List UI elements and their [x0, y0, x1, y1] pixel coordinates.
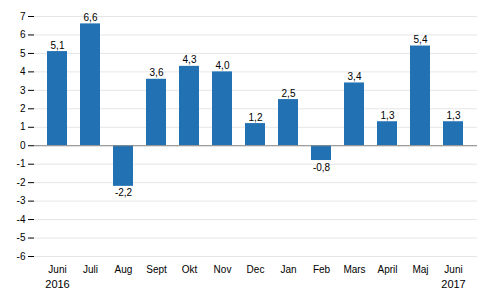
svg-text:1,3: 1,3 [381, 110, 395, 121]
svg-text:4,3: 4,3 [183, 54, 197, 65]
svg-text:1,3: 1,3 [447, 110, 461, 121]
svg-text:-1: -1 [17, 158, 26, 169]
svg-text:Maj: Maj [412, 264, 428, 275]
svg-text:Juli: Juli [83, 264, 98, 275]
svg-text:-5: -5 [17, 232, 26, 243]
svg-text:4: 4 [20, 66, 26, 77]
svg-text:5,4: 5,4 [414, 34, 428, 45]
svg-text:4,0: 4,0 [216, 60, 230, 71]
svg-text:2,5: 2,5 [282, 88, 296, 99]
svg-text:-2: -2 [17, 177, 26, 188]
svg-text:0: 0 [20, 140, 26, 151]
svg-text:6,6: 6,6 [84, 12, 98, 23]
svg-text:Juni: Juni [444, 264, 462, 275]
svg-text:Nov: Nov [214, 264, 232, 275]
svg-text:5,1: 5,1 [51, 40, 65, 51]
svg-text:Okt: Okt [182, 264, 198, 275]
svg-text:Mars: Mars [343, 264, 365, 275]
svg-text:2017: 2017 [441, 278, 465, 290]
svg-text:7: 7 [20, 11, 26, 22]
svg-text:-0,8: -0,8 [313, 162, 331, 173]
svg-text:3,4: 3,4 [348, 71, 362, 82]
svg-text:Dec: Dec [247, 264, 265, 275]
svg-text:April: April [377, 264, 397, 275]
svg-text:-3: -3 [17, 195, 26, 206]
svg-text:1,2: 1,2 [249, 112, 263, 123]
svg-text:Jan: Jan [280, 264, 296, 275]
svg-text:-4: -4 [17, 214, 26, 225]
svg-text:3,6: 3,6 [150, 67, 164, 78]
svg-text:-2,2: -2,2 [115, 187, 133, 198]
svg-text:Sept: Sept [146, 264, 167, 275]
svg-text:1: 1 [20, 121, 26, 132]
svg-text:Juni: Juni [48, 264, 66, 275]
svg-text:2: 2 [20, 103, 26, 114]
svg-text:2016: 2016 [45, 278, 69, 290]
svg-text:6: 6 [20, 29, 26, 40]
svg-text:Aug: Aug [115, 264, 133, 275]
svg-text:Feb: Feb [313, 264, 331, 275]
svg-text:5: 5 [20, 48, 26, 59]
svg-text:-6: -6 [17, 251, 26, 262]
svg-text:3: 3 [20, 85, 26, 96]
